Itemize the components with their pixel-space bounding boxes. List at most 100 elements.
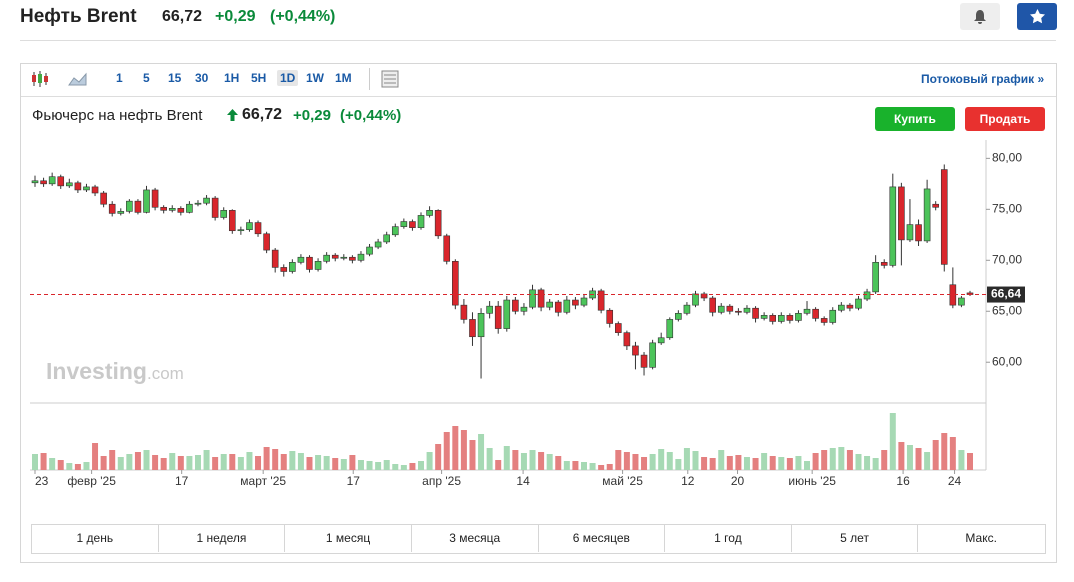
stream-link[interactable]: Потоковый график » — [921, 72, 1045, 86]
volume-bar — [503, 446, 510, 470]
volume-bar — [109, 450, 116, 470]
period-button[interactable]: 1 день — [32, 525, 159, 552]
volume-bar — [752, 458, 759, 470]
sell-button[interactable]: Продать — [965, 107, 1045, 131]
candle-body — [606, 309, 614, 324]
volume-bar — [872, 458, 879, 470]
y-tick-label: 80,00 — [992, 151, 1022, 165]
volume-bar — [718, 450, 725, 470]
candle-body — [846, 304, 854, 309]
period-button[interactable]: 6 месяцев — [539, 525, 666, 552]
volume-bar — [915, 448, 922, 470]
volume-bar — [701, 457, 708, 470]
volume-bar — [692, 451, 699, 470]
volume-bar — [958, 450, 965, 470]
instrument-change-pct: (+0,44%) — [340, 107, 402, 124]
volume-bar — [615, 450, 622, 470]
watermark: Investing.com — [46, 358, 184, 385]
volume-bar — [186, 456, 193, 470]
interval-button[interactable]: 1W — [306, 71, 324, 85]
interval-button[interactable]: 1 — [116, 71, 123, 85]
candle-type-icon[interactable] — [30, 69, 50, 89]
volume-bar — [220, 454, 227, 470]
candle-body — [838, 304, 845, 311]
volume-bar — [169, 453, 176, 470]
volume-bar — [134, 452, 141, 470]
volume-bar — [864, 456, 871, 470]
period-button[interactable]: 1 год — [665, 525, 792, 552]
volume-bar — [666, 452, 673, 470]
volume-bar — [924, 452, 931, 470]
volume-bar — [212, 457, 219, 470]
candle-body — [615, 323, 622, 333]
x-tick-label: 17 — [347, 474, 361, 488]
volume-bar — [512, 450, 519, 470]
candle-body — [211, 197, 219, 218]
volume-bar — [194, 455, 201, 470]
candle-body — [932, 203, 939, 208]
alert-button[interactable] — [960, 3, 1000, 30]
y-tick-label: 60,00 — [992, 354, 1022, 368]
period-button[interactable]: Макс. — [965, 531, 997, 545]
candle-body — [657, 337, 665, 344]
period-button[interactable]: 1 месяц — [285, 525, 412, 552]
settings-icon[interactable] — [381, 70, 399, 88]
candle-body — [194, 202, 202, 205]
volume-bar — [203, 450, 210, 470]
period-button[interactable]: 3 месяца — [412, 525, 539, 552]
candle-body — [31, 180, 39, 184]
volume-bar — [538, 452, 545, 470]
interval-button[interactable]: 1M — [335, 71, 352, 85]
candle-body — [160, 206, 167, 211]
volume-bar — [855, 454, 862, 470]
period-button[interactable]: 5 лет — [792, 525, 919, 552]
interval-button[interactable]: 30 — [195, 71, 209, 85]
buy-button[interactable]: Купить — [875, 107, 955, 131]
divider — [20, 40, 1056, 41]
interval-button[interactable]: 15 — [168, 71, 182, 85]
volume-bar — [495, 460, 502, 470]
candle-body — [649, 342, 656, 368]
candle-body — [683, 304, 691, 314]
interval-button[interactable]: 5H — [251, 71, 267, 85]
volume-bar — [272, 449, 279, 470]
candle-body — [40, 180, 47, 185]
candle-body — [400, 221, 408, 227]
candle-body — [546, 301, 553, 308]
x-tick-label: апр '25 — [422, 474, 461, 488]
volume-bar — [743, 457, 750, 470]
watermark-suffix: .com — [146, 364, 184, 383]
volume-bar — [246, 452, 253, 470]
volume-bar — [881, 450, 888, 470]
candle-body — [314, 261, 322, 270]
candle-body — [795, 312, 802, 321]
candle-body — [383, 234, 390, 243]
volume-bar — [49, 458, 56, 470]
volume-bar — [486, 448, 493, 470]
candle-body — [923, 188, 931, 242]
candle-body — [228, 210, 236, 232]
volume-bar — [572, 461, 579, 470]
x-tick-label: 23 — [35, 474, 49, 488]
watchlist-button[interactable] — [1017, 3, 1057, 30]
interval-button[interactable]: 1H — [224, 71, 240, 85]
interval-button[interactable]: 5 — [143, 71, 150, 85]
volume-bar — [100, 456, 107, 470]
interval-button[interactable]: 1D — [277, 70, 299, 86]
toolbar-separator — [369, 68, 370, 90]
candle-body — [74, 182, 82, 191]
y-tick-label: 65,00 — [992, 303, 1022, 317]
candle-body — [915, 224, 922, 242]
volume-bar — [92, 443, 99, 470]
period-button[interactable]: 1 неделя — [159, 525, 286, 552]
candle-body — [289, 262, 296, 272]
candle-body — [237, 229, 245, 232]
candle-body — [391, 226, 399, 236]
candle-body — [666, 319, 674, 339]
candle-body — [443, 235, 451, 262]
volume-bar — [426, 452, 433, 470]
candle-body — [494, 305, 502, 329]
volume-bar — [804, 461, 811, 470]
area-type-icon[interactable] — [68, 69, 88, 89]
volume-bar — [623, 452, 630, 470]
